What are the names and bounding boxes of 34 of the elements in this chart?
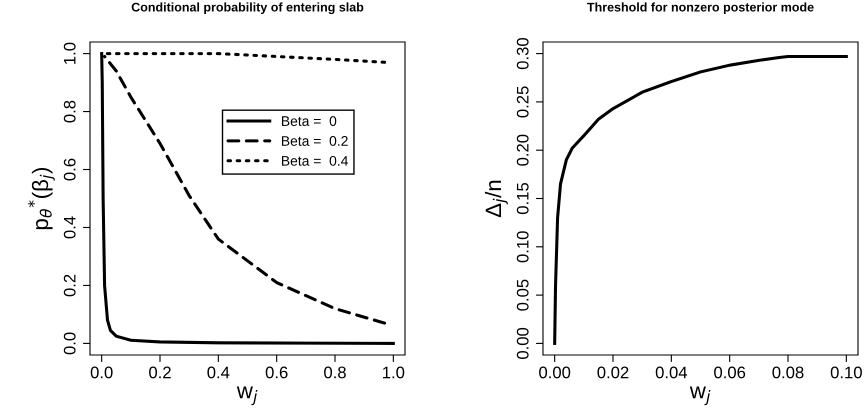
y-tick-label: 0.10 xyxy=(516,231,529,262)
x-tick-label: 0.06 xyxy=(714,366,746,378)
y-tick-label: 0.4 xyxy=(64,216,76,238)
y-axis-title: Δ$_{j}$/n xyxy=(484,180,508,218)
x-axis-title: w$_{j}$ xyxy=(236,386,258,406)
x-tick-label: 0.10 xyxy=(830,366,862,378)
chart-title: Conditional probability of entering slab xyxy=(132,2,364,14)
y-tick-label: 0.8 xyxy=(64,100,76,122)
legend-label: Beta = 0.2 xyxy=(282,136,348,146)
x-tick-label: 0.08 xyxy=(772,366,804,378)
y-tick-label: 0.00 xyxy=(516,328,529,359)
x-tick-label: 0.0 xyxy=(90,366,113,378)
legend-label: Beta = 0.4 xyxy=(282,156,348,166)
y-tick-label: 0.2 xyxy=(64,274,76,296)
y-tick-label: 0.6 xyxy=(64,158,76,180)
x-tick-label: 0.6 xyxy=(266,366,288,378)
x-tick-label: 0.04 xyxy=(656,366,688,378)
x-tick-label: 1.0 xyxy=(383,366,404,378)
y-tick-label: 1.0 xyxy=(64,42,76,64)
x-tick-label: 0.00 xyxy=(539,366,570,378)
y-tick-label: 0.15 xyxy=(516,182,529,214)
x-tick-label: 0.8 xyxy=(324,366,346,378)
x-tick-label: 0.2 xyxy=(149,366,171,378)
y-tick-label: 0.20 xyxy=(516,134,529,166)
legend-label: Beta = 0 xyxy=(282,116,336,126)
x-tick-label: 0.02 xyxy=(597,366,628,378)
y-tick-label: 0.30 xyxy=(516,38,529,70)
y-tick-label: 0.0 xyxy=(64,332,76,354)
y-tick-label: 0.25 xyxy=(516,86,529,118)
y-axis-title: p$_{θ}$$^{*}$(β$_{j}$) xyxy=(28,168,55,230)
x-axis-title: w$_{j}$ xyxy=(690,386,710,406)
x-tick-label: 0.4 xyxy=(207,366,230,378)
chart-title: Threshold for nonzero posterior mode xyxy=(587,2,814,14)
y-tick-label: 0.05 xyxy=(516,280,529,311)
